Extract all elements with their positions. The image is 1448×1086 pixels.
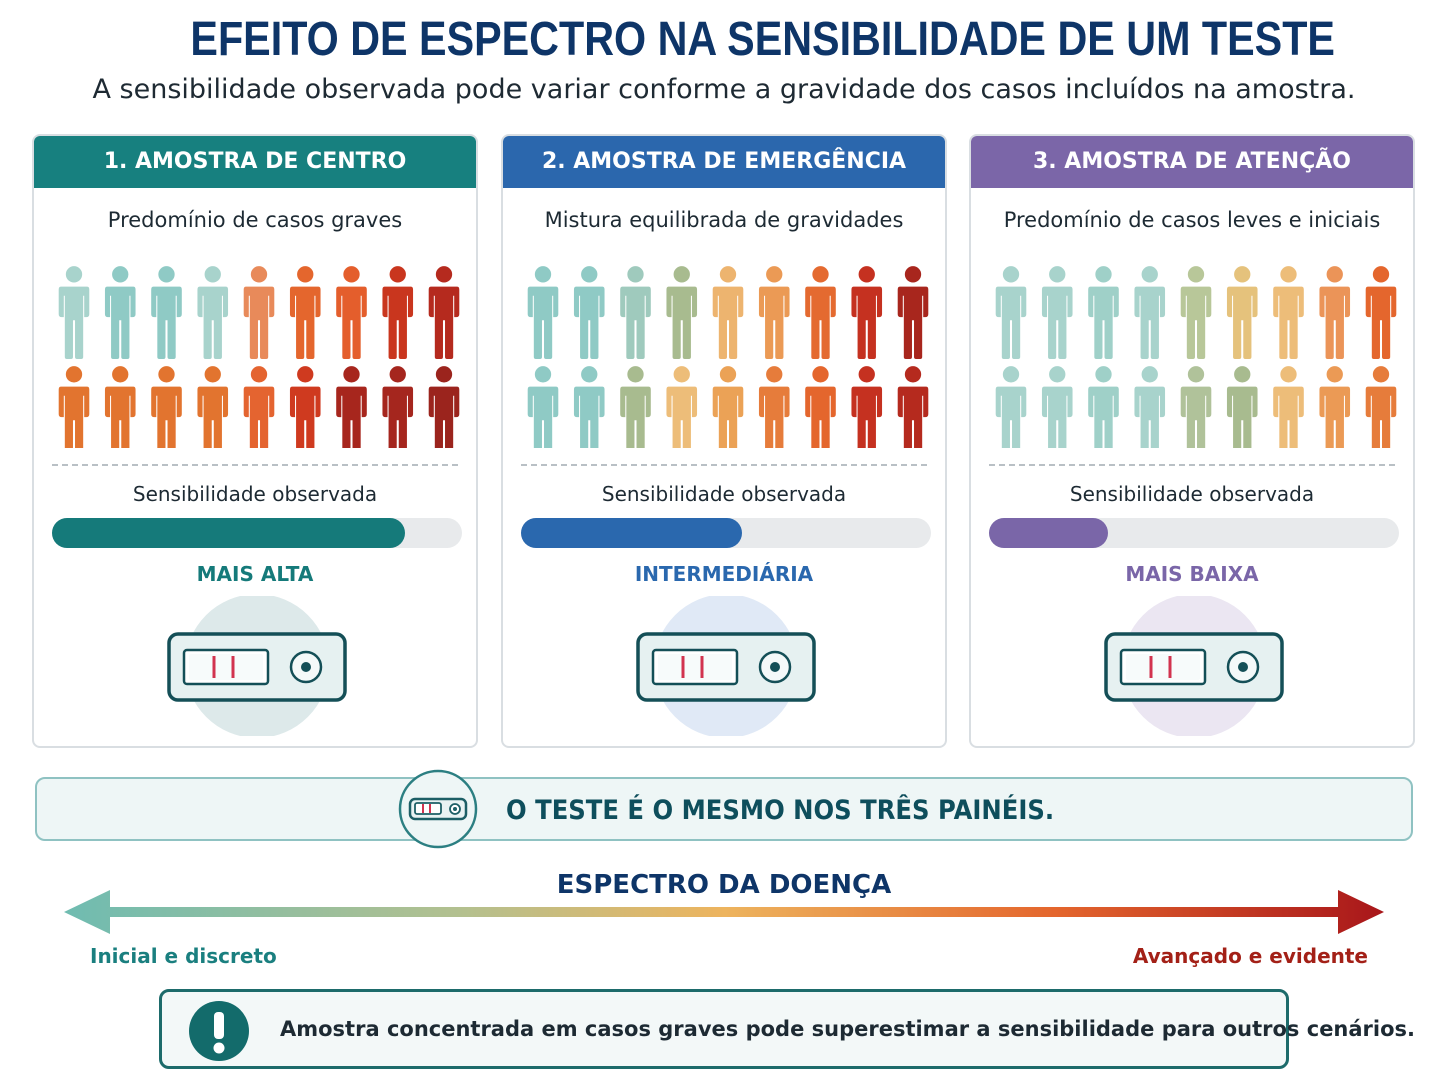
divider <box>521 464 927 466</box>
person-icon <box>336 266 367 359</box>
person-icon <box>243 266 275 359</box>
person-icon <box>712 366 744 448</box>
person-icon <box>1273 366 1304 448</box>
banner-text: O TESTE É O MESMO NOS TRÊS PAINÉIS. <box>506 795 1055 826</box>
person-icon <box>382 266 414 359</box>
person-icon <box>712 266 744 359</box>
test-cassette-icon <box>157 594 357 738</box>
person-icon <box>1041 266 1073 359</box>
person-icon <box>336 366 367 448</box>
person-icon <box>527 366 559 448</box>
person-icon <box>758 266 790 359</box>
people-grid <box>52 258 462 448</box>
person-icon <box>1041 366 1073 448</box>
panel-description: Predomínio de casos graves <box>107 208 403 232</box>
person-icon <box>805 266 836 359</box>
panel-header: 3. AMOSTRA DE ATENÇÃO PRIMÁRIA <box>971 136 1413 226</box>
sensitivity-value: INTERMEDIÁRIA <box>634 562 814 586</box>
person-icon <box>243 366 275 448</box>
warning-note-text: Amostra concentrada em casos graves pode… <box>280 1017 1416 1041</box>
people-grid <box>989 258 1399 448</box>
person-icon <box>1180 366 1212 448</box>
person-icon <box>527 266 559 359</box>
sensitivity-label: Sensibilidade observada <box>132 482 378 506</box>
exclamation-icon <box>189 1001 249 1061</box>
person-icon <box>289 266 321 359</box>
sensitivity-bar-fill <box>989 518 1108 548</box>
person-icon <box>620 266 651 359</box>
person-icon <box>1088 266 1119 359</box>
divider <box>989 464 1395 466</box>
person-icon <box>1365 366 1397 448</box>
panel-header: 1. AMOSTRA DE CENTRO TERCIÁRIO <box>34 136 476 226</box>
person-icon <box>1273 266 1304 359</box>
panel-tertiary: 1. AMOSTRA DE CENTRO TERCIÁRIO Predomíni… <box>32 134 478 748</box>
panel-description: Mistura equilibrada de gravidades <box>544 208 904 232</box>
person-icon <box>104 366 136 448</box>
panel-header: 2. AMOSTRA DE EMERGÊNCIA GERAL <box>503 136 945 226</box>
person-icon <box>197 366 229 448</box>
sensitivity-value: MAIS ALTA <box>196 562 314 586</box>
warning-note: Amostra concentrada em casos graves pode… <box>159 989 1415 1069</box>
person-icon <box>1134 366 1166 448</box>
page-subtitle: A sensibilidade observada pode variar co… <box>92 74 1356 105</box>
sensitivity-bar-fill <box>52 518 405 548</box>
person-icon <box>1226 266 1258 359</box>
spectrum-arrow <box>64 890 1384 934</box>
person-icon <box>289 366 321 448</box>
panel-emergency: 2. AMOSTRA DE EMERGÊNCIA GERAL Mistura e… <box>501 134 947 748</box>
spectrum-title: ESPECTRO DA DOENÇA <box>556 870 892 900</box>
person-icon <box>758 366 790 448</box>
person-icon <box>58 266 90 359</box>
person-icon <box>104 266 136 359</box>
person-icon <box>1226 366 1258 448</box>
test-cassette-icon <box>626 594 826 738</box>
sensitivity-value: MAIS BAIXA <box>1125 562 1259 586</box>
person-icon <box>428 266 460 359</box>
spectrum-end-label: Avançado e evidente <box>1132 944 1368 968</box>
person-icon <box>851 266 883 359</box>
person-icon <box>573 266 605 359</box>
page-title: EFEITO DE ESPECTRO NA SENSIBILIDADE DE U… <box>190 13 1335 66</box>
person-icon <box>995 366 1027 448</box>
person-icon <box>1180 266 1212 359</box>
person-icon <box>666 366 698 448</box>
person-icon <box>573 366 605 448</box>
person-icon <box>1365 266 1397 359</box>
panel-description: Predomínio de casos leves e iniciais <box>1003 208 1381 232</box>
sensitivity-bar <box>52 518 462 548</box>
person-icon <box>897 266 929 359</box>
sensitivity-label: Sensibilidade observada <box>601 482 847 506</box>
person-icon <box>897 366 929 448</box>
divider <box>52 464 458 466</box>
person-icon <box>666 266 698 359</box>
person-icon <box>428 366 460 448</box>
sensitivity-bar-fill <box>521 518 743 548</box>
person-icon <box>805 366 836 448</box>
panel-primary-care: 3. AMOSTRA DE ATENÇÃO PRIMÁRIA Predomíni… <box>969 134 1415 748</box>
people-grid <box>521 258 931 448</box>
spectrum-start-label: Inicial e discreto <box>90 944 277 968</box>
person-icon <box>382 366 414 448</box>
person-icon <box>620 366 651 448</box>
test-cassette-icon <box>1094 594 1294 738</box>
same-test-banner <box>35 777 1413 841</box>
person-icon <box>1319 266 1351 359</box>
person-icon <box>151 266 182 359</box>
person-icon <box>58 366 90 448</box>
person-icon <box>151 366 182 448</box>
person-icon <box>1319 366 1351 448</box>
person-icon <box>851 366 883 448</box>
person-icon <box>1088 366 1119 448</box>
sensitivity-bar <box>521 518 931 548</box>
test-cassette-icon <box>398 769 478 849</box>
person-icon <box>197 266 229 359</box>
person-icon <box>1134 266 1166 359</box>
sensitivity-bar <box>989 518 1399 548</box>
person-icon <box>995 266 1027 359</box>
sensitivity-label: Sensibilidade observada <box>1069 482 1315 506</box>
